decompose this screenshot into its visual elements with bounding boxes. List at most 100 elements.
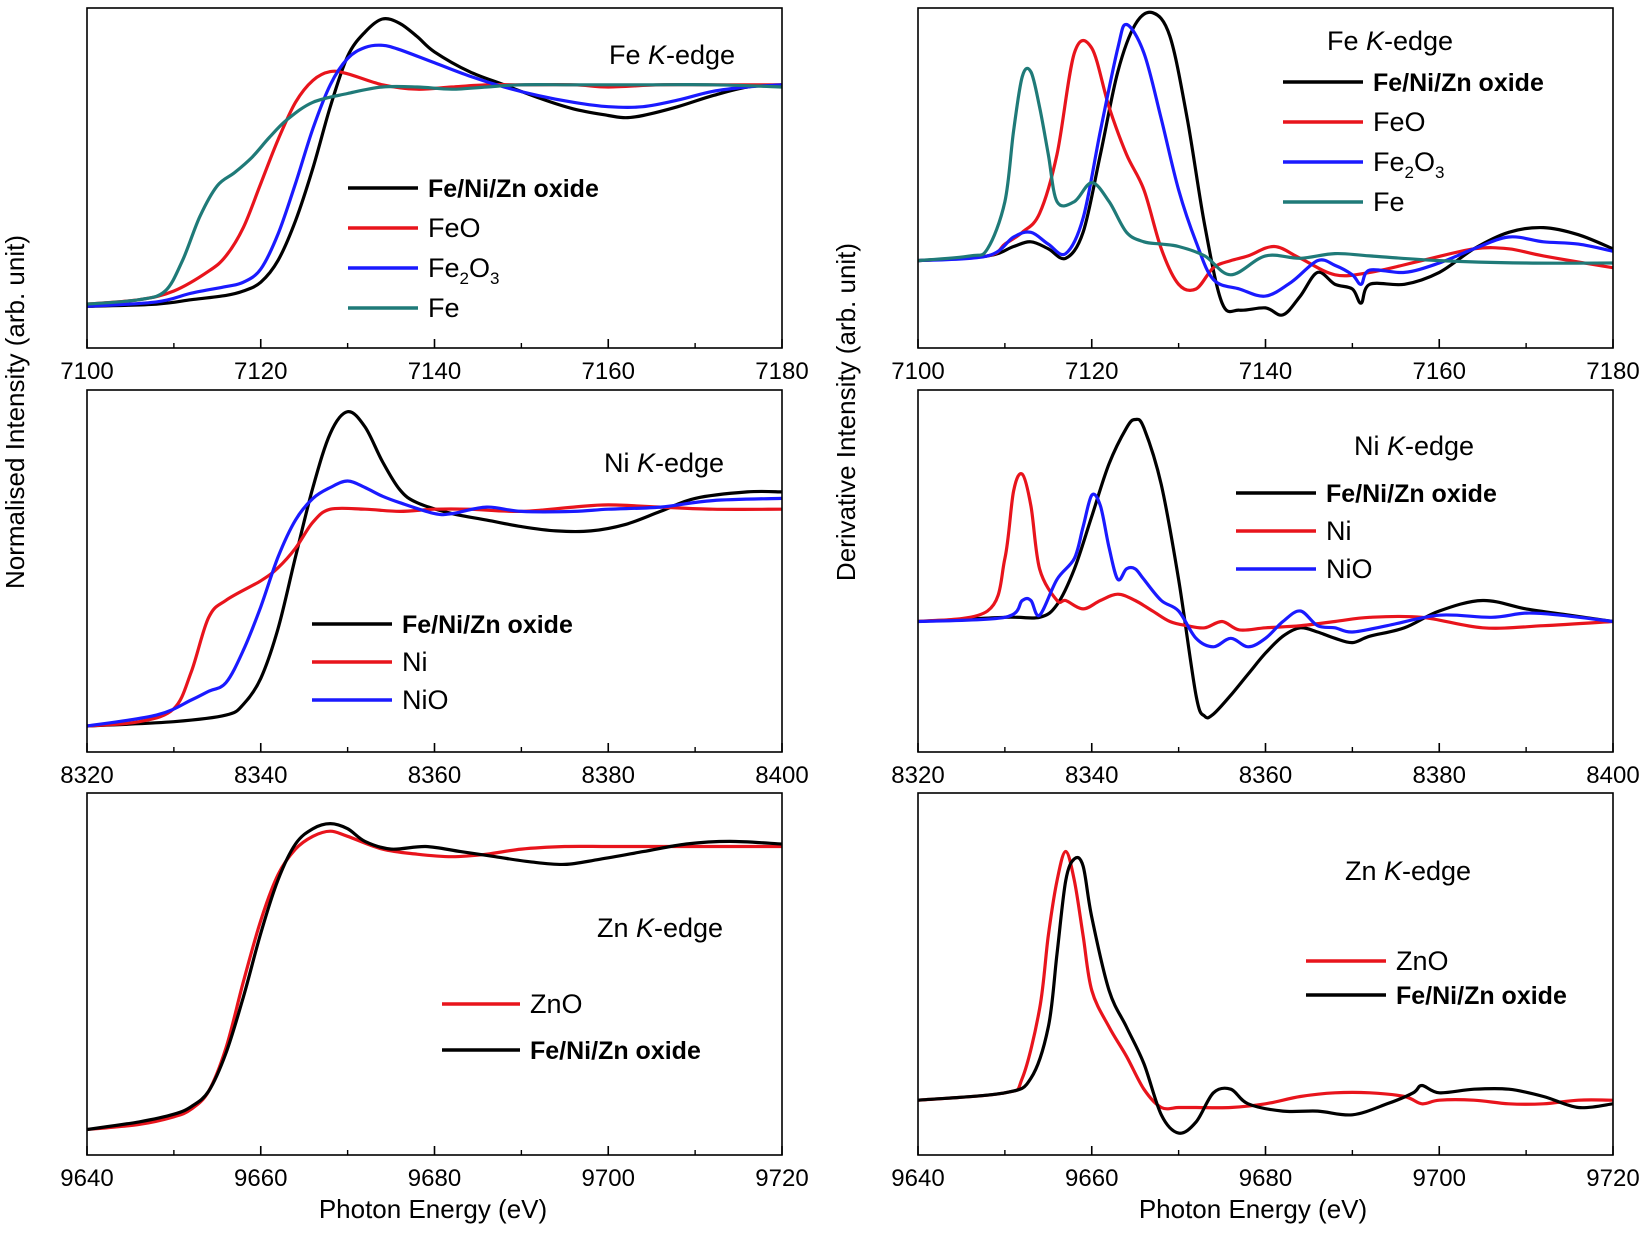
legend-label: Fe/Ni/Zn oxide [1373,69,1544,97]
series-line-nio [87,479,782,728]
series-group [918,849,1613,1135]
left-xlabel: Photon Energy (eV) [319,1194,547,1224]
panel-title-suffix: -edge [655,448,724,478]
x-tick-label: 7100 [60,358,113,385]
panel-zn-xanes: 9640 9660 9680 9700 9720 Zn K-edge ZnO Fe/Ni/Zn… [60,792,809,1192]
x-tick-label: 7140 [408,358,461,385]
panel-title-suffix: -edge [654,913,723,943]
legend: Fe/Ni/Zn oxide Ni NiO [1236,480,1497,584]
legend-label: Fe/Ni/Zn oxide [1396,982,1567,1010]
x-tick-label: 9700 [1413,1165,1466,1192]
series-group [918,10,1613,317]
plot-frame [917,792,1614,1156]
panel-title-italic: K [1387,431,1406,461]
legend-label: Ni [402,647,428,677]
series-line-ni [87,503,782,728]
panel-title-suffix: -edge [1384,26,1453,56]
series-line-fe-ni-zn-oxide [87,822,782,1132]
legend: ZnO Fe/Ni/Zn oxide [1306,946,1567,1010]
right-xlabel: Photon Energy (eV) [1139,1194,1367,1224]
series-line-fe-ni-zn-oxide [87,17,782,308]
x-tick-label: 8360 [1239,762,1292,789]
series-line-nio [918,492,1613,649]
x-tick-label: 8320 [891,762,944,789]
panel-title: Zn K-edge [597,913,723,943]
series-line-fe [918,66,1613,277]
series-group [87,410,782,728]
x-tick-label: 8320 [60,762,113,789]
legend-label: NiO [402,685,449,715]
x-tick-label: 9640 [891,1165,944,1192]
legend: Fe/Ni/Zn oxide FeO Fe2O3 Fe [348,175,599,323]
panel-title-element: Zn [1345,856,1384,886]
series-line-fe [87,83,782,306]
panel-title-italic: K [637,448,656,478]
panel-title-suffix: -edge [1402,856,1471,886]
x-tick-label: 7180 [1586,358,1639,385]
x-tick-label: 9680 [1239,1165,1292,1192]
panel-fe-xanes: 7100 7120 7140 7160 7180 Fe K-edge Fe/Ni/Zn ox… [60,7,809,385]
plot-frame [917,389,1614,753]
x-tick-label: 7120 [1065,358,1118,385]
legend-label: Fe [428,293,460,323]
panel-title-italic: K [1366,26,1385,56]
legend-label: Fe/Ni/Zn oxide [530,1037,701,1065]
x-tick-label: 7140 [1239,358,1292,385]
x-tick-label: 9700 [582,1165,635,1192]
series-line-zno [918,849,1613,1111]
panel-title: Ni K-edge [604,448,724,478]
legend-label: ZnO [530,989,583,1019]
x-tick-label: 8360 [408,762,461,789]
series-line-fe-ni-zn-oxide [918,417,1613,720]
legend-label: Fe2O3 [1373,147,1444,182]
panel-title-element: Zn [597,913,636,943]
series-line-fe-ni-zn-oxide [918,10,1613,317]
panel-title-suffix: -edge [666,40,735,70]
series-line-fe-ni-zn-oxide [87,410,782,728]
panel-title-element: Ni [604,448,637,478]
right-ylabel: Derivative Intensity (arb. unit) [831,243,861,581]
legend-label: Fe/Ni/Zn oxide [428,175,599,203]
left-ylabel: Normalised Intensity (arb. unit) [0,235,30,589]
panel-ni-xanes: 8320 8340 8360 8380 8400 Ni K-edge Fe/Ni/Zn ox… [60,389,809,789]
legend: ZnO Fe/Ni/Zn oxide [442,989,701,1065]
series-line-zno [87,829,782,1132]
panel-title: Ni K-edge [1354,431,1474,461]
legend-label: Fe/Ni/Zn oxide [1326,480,1497,508]
panel-title-suffix: -edge [1405,431,1474,461]
panel-title-italic: K [1384,856,1403,886]
x-tick-label: 9660 [1065,1165,1118,1192]
panel-fe-derivative: 7100 7120 7140 7160 7180 Fe K-edge Fe/Ni/Zn ox… [891,7,1640,385]
series-line-fe-o- [87,43,782,308]
legend: Fe/Ni/Zn oxide FeO Fe2O3 Fe [1283,69,1544,217]
panel-ni-derivative: 8320 8340 8360 8380 8400 Ni K-edge Fe/Ni/Zn ox… [891,389,1640,789]
x-tick-label: 7120 [234,358,287,385]
x-tick-label: 7100 [891,358,944,385]
panel-title-element: Fe [1327,26,1366,56]
x-tick-label: 8340 [1065,762,1118,789]
legend-label: Ni [1326,516,1352,546]
legend-label: FeO [1373,107,1426,137]
x-tick-label: 7180 [755,358,808,385]
series-line-ni [918,472,1613,632]
legend-label: Fe [1373,187,1405,217]
x-tick-label: 7160 [1413,358,1466,385]
x-tick-label: 7160 [582,358,635,385]
panel-title: Fe K-edge [609,40,735,70]
x-tick-label: 8380 [1413,762,1466,789]
panel-title-element: Fe [609,40,648,70]
panel-title-element: Ni [1354,431,1387,461]
series-group [87,822,782,1132]
series-group [918,417,1613,720]
panel-title: Fe K-edge [1327,26,1453,56]
panel-title: Zn K-edge [1345,856,1471,886]
x-tick-label: 9680 [408,1165,461,1192]
panel-title-italic: K [636,913,655,943]
x-tick-label: 8340 [234,762,287,789]
legend-label: Fe2O3 [428,253,499,288]
legend-label: FeO [428,213,481,243]
legend-label: NiO [1326,554,1373,584]
panel-zn-derivative: 9640 9660 9680 9700 9720 Zn K-edge ZnO Fe/Ni/Zn… [891,792,1640,1192]
series-group [87,17,782,308]
